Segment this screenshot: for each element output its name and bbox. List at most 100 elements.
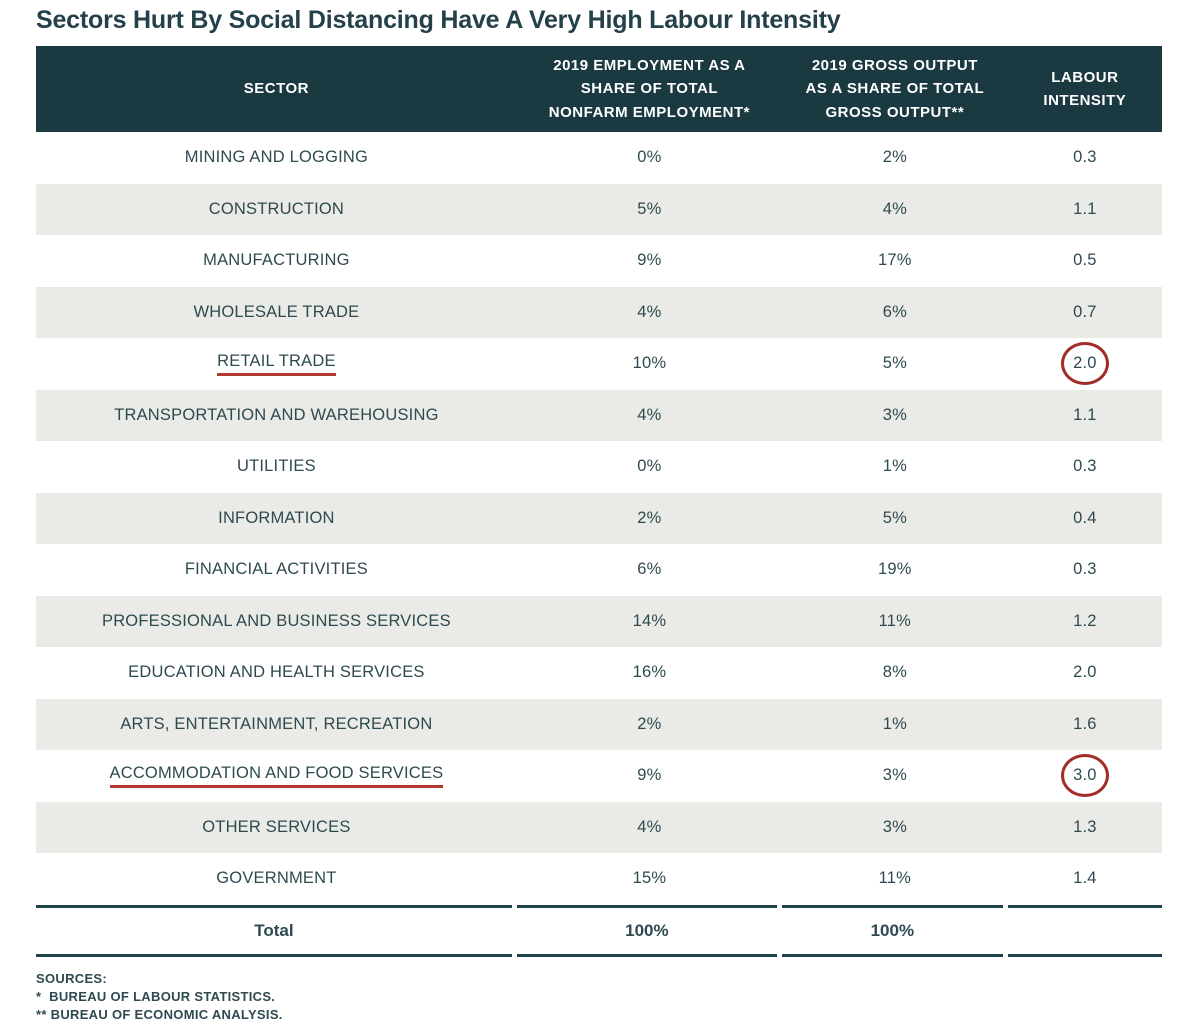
sector-cell: FINANCIAL ACTIVITIES [36, 544, 517, 596]
sector-label: GOVERNMENT [216, 869, 337, 888]
sector-label: EDUCATION AND HEALTH SERVICES [128, 663, 425, 682]
employment-share-cell: 2% [637, 714, 662, 733]
gross-output-share-cell: 3% [882, 766, 907, 785]
sector-cell: MANUFACTURING [36, 235, 517, 287]
employment-share-cell: 4% [637, 405, 662, 424]
sector-label: FINANCIAL ACTIVITIES [184, 560, 368, 579]
table-row: GOVERNMENT 15% 11% 1.4 [36, 853, 1162, 905]
sector-cell: GOVERNMENT [36, 853, 517, 905]
sector-label: TRANSPORTATION AND WAREHOUSING [114, 405, 439, 424]
column-header-employment-share: 2019 EMPLOYMENT AS A SHARE OF TOTAL NONF… [548, 57, 750, 121]
labour-intensity-cell: 0.3 [1073, 148, 1097, 167]
labour-intensity-cell: 0.4 [1073, 508, 1097, 527]
table-row: MINING AND LOGGING 0% 2% 0.3 [36, 132, 1162, 184]
red-circle-annotation: 2.0 [1060, 342, 1109, 386]
sources-heading: SOURCES: [36, 970, 108, 986]
table-row: OTHER SERVICES 4% 3% 1.3 [36, 801, 1162, 854]
employment-share-cell: 14% [632, 611, 667, 630]
table-row: TRANSPORTATION AND WAREHOUSING 4% 3% 1.1 [36, 389, 1162, 442]
sector-cell: INFORMATION [36, 493, 517, 545]
employment-share-cell: 6% [637, 560, 662, 579]
employment-share-cell: 10% [632, 354, 667, 373]
employment-share-cell: 9% [637, 251, 662, 270]
table-body: MINING AND LOGGING 0% 2% 0.3 CONSTRUCTION 5% 4… [36, 132, 1162, 905]
sector-label-red-underlined: ACCOMMODATION AND FOOD SERVICES [109, 764, 444, 788]
sources-note: SOURCES: * BUREAU OF LABOUR STATISTICS. … [36, 970, 1162, 1024]
labour-intensity-cell: 1.3 [1073, 817, 1097, 836]
table-row: ACCOMMODATION AND FOOD SERVICES 9% 3% 3.0 [36, 750, 1162, 802]
labour-intensity-cell: 3.0 [1008, 750, 1162, 802]
sector-cell: WHOLESALE TRADE [36, 287, 517, 339]
sector-cell: UTILITIES [36, 441, 517, 493]
sectors-table: SECTOR 2019 EMPLOYMENT AS A SHARE OF TOT… [36, 46, 1162, 957]
sector-label: OTHER SERVICES [202, 817, 351, 836]
table-row: PROFESSIONAL AND BUSINESS SERVICES 14% 11%… [36, 595, 1162, 648]
table-row: EDUCATION AND HEALTH SERVICES 16% 8% 2.0 [36, 647, 1162, 699]
sector-label-red-underlined: RETAIL TRADE [217, 352, 336, 376]
sector-cell: OTHER SERVICES [36, 802, 517, 854]
sector-label: PROFESSIONAL AND BUSINESS SERVICES [101, 611, 451, 630]
gross-output-share-cell: 5% [882, 354, 907, 373]
source-line-bea: ** BUREAU OF ECONOMIC ANALYSIS. [36, 1006, 283, 1022]
table-row: ARTS, ENTERTAINMENT, RECREATION 2% 1% 1.6 [36, 698, 1162, 751]
labour-intensity-cell: 1.2 [1073, 611, 1097, 630]
page-title: Sectors Hurt By Social Distancing Have A… [36, 6, 841, 34]
gross-output-share-cell: 11% [878, 611, 912, 630]
sector-label: UTILITIES [236, 457, 316, 476]
table-row: WHOLESALE TRADE 4% 6% 0.7 [36, 286, 1162, 339]
sector-cell: RETAIL TRADE [36, 338, 517, 390]
employment-share-cell: 2% [637, 508, 662, 527]
labour-intensity-cell: 0.7 [1073, 302, 1097, 321]
labour-intensity-cell: 2.0 [1073, 663, 1097, 682]
employment-share-cell: 4% [637, 302, 662, 321]
labour-intensity-cell: 0.3 [1073, 457, 1097, 476]
sector-cell: PROFESSIONAL AND BUSINESS SERVICES [36, 596, 517, 648]
gross-output-share-cell: 1% [882, 457, 907, 476]
sector-cell: CONSTRUCTION [36, 184, 517, 236]
labour-intensity-cell: 1.1 [1073, 405, 1097, 424]
table-header-row: SECTOR 2019 EMPLOYMENT AS A SHARE OF TOT… [36, 46, 1162, 132]
employment-share-cell: 0% [637, 457, 662, 476]
table-row: FINANCIAL ACTIVITIES 6% 19% 0.3 [36, 544, 1162, 596]
sector-cell: ACCOMMODATION AND FOOD SERVICES [36, 750, 517, 802]
column-header-labour-intensity: LABOUR INTENSITY [1043, 68, 1127, 109]
labour-intensity-cell: 1.1 [1073, 199, 1097, 218]
table-row: RETAIL TRADE 10% 5% 2.0 [36, 338, 1162, 390]
sector-label: INFORMATION [218, 508, 335, 527]
employment-share-cell: 5% [637, 199, 662, 218]
sector-label: MANUFACTURING [203, 251, 350, 270]
gross-output-share-cell: 19% [878, 560, 912, 579]
sector-label: ARTS, ENTERTAINMENT, RECREATION [120, 714, 433, 733]
table-row: INFORMATION 2% 5% 0.4 [36, 492, 1162, 545]
employment-share-cell: 4% [637, 817, 662, 836]
total-row: Total 100% 100% [36, 904, 1162, 957]
gross-output-share-cell: 2% [882, 148, 907, 167]
employment-share-cell: 0% [637, 148, 662, 167]
gross-output-share-cell: 1% [882, 714, 907, 733]
gross-output-share-cell: 3% [882, 817, 907, 836]
gross-output-share-cell: 17% [878, 251, 912, 270]
source-line-bls: * BUREAU OF LABOUR STATISTICS. [36, 988, 276, 1004]
table-row: MANUFACTURING 9% 17% 0.5 [36, 235, 1162, 287]
employment-share-cell: 15% [632, 869, 667, 888]
sector-cell: MINING AND LOGGING [36, 132, 517, 184]
sector-cell: EDUCATION AND HEALTH SERVICES [36, 647, 517, 699]
column-header-sector: SECTOR [243, 80, 310, 98]
red-circle-annotation: 3.0 [1060, 754, 1109, 798]
total-employment-value: 100% [516, 904, 777, 957]
gross-output-share-cell: 8% [882, 663, 907, 682]
gross-output-share-cell: 4% [882, 199, 907, 218]
total-intensity-value [1007, 904, 1162, 957]
sector-cell: TRANSPORTATION AND WAREHOUSING [36, 390, 517, 442]
column-header-gross-output-share: 2019 GROSS OUTPUT AS A SHARE OF TOTAL GR… [805, 57, 985, 121]
total-output-value: 100% [781, 904, 1003, 957]
labour-intensity-cell: 1.4 [1073, 869, 1097, 888]
sector-label: WHOLESALE TRADE [193, 302, 360, 321]
gross-output-share-cell: 6% [882, 302, 907, 321]
sector-cell: ARTS, ENTERTAINMENT, RECREATION [36, 699, 517, 751]
labour-intensity-cell: 2.0 [1008, 338, 1162, 390]
gross-output-share-cell: 11% [878, 869, 912, 888]
gross-output-share-cell: 5% [882, 508, 907, 527]
labour-intensity-cell: 1.6 [1073, 714, 1097, 733]
